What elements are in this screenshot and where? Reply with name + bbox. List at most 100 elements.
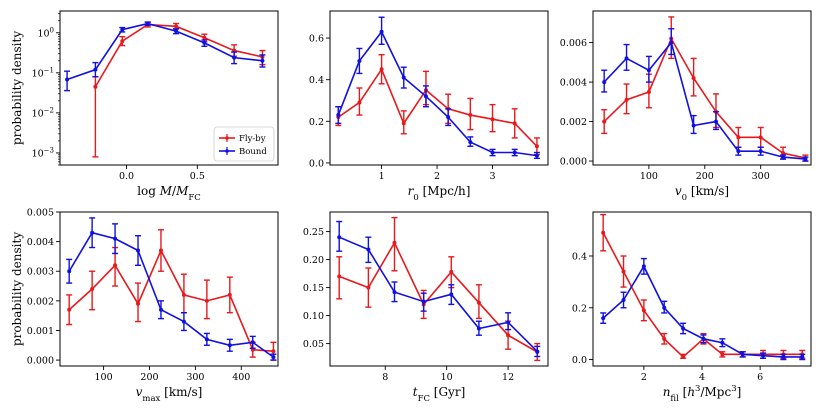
axes-frame (59, 211, 279, 367)
data-point (158, 307, 163, 312)
series-bound (600, 257, 806, 361)
data-point (624, 56, 629, 61)
x-tick-label: 100 (95, 372, 113, 383)
x-tick-label: 300 (186, 372, 204, 383)
data-point (181, 292, 186, 297)
y-tick-label: 0.002 (560, 117, 587, 128)
x-tick-label: 300 (752, 171, 770, 182)
data-point (720, 352, 725, 357)
data-point (781, 151, 786, 156)
panel-6: 2 4 6 0.0 0.2 0.4 nfil [h3/Mpc3] (572, 211, 812, 404)
plot-area (336, 216, 541, 362)
x-tick-label: 100 (640, 171, 658, 182)
data-point (624, 97, 629, 102)
data-point (232, 55, 237, 60)
series-line (338, 236, 538, 353)
data-point (136, 248, 141, 253)
data-point (90, 230, 95, 235)
plot-area (600, 213, 806, 361)
y-tick-label: 0.000 (560, 157, 587, 168)
data-point (740, 352, 745, 357)
panel-4: 100 200 300 400 0.000 0.001 0.002 0.003 0.004 0.0… (10, 208, 279, 404)
data-point (803, 157, 808, 162)
data-point (662, 336, 667, 341)
x-tick-label: 6 (757, 372, 763, 383)
data-point (271, 355, 276, 360)
data-point (90, 287, 95, 291)
x-tick-label: 10 (441, 372, 453, 383)
data-point (392, 240, 397, 245)
data-point (476, 300, 481, 305)
data-point (506, 320, 511, 325)
data-point (449, 269, 454, 274)
data-point (357, 100, 362, 105)
data-point (669, 40, 674, 45)
y-tick-label: 100 (37, 26, 54, 39)
data-point (681, 326, 686, 331)
data-point (271, 349, 276, 354)
plot-area (66, 217, 277, 361)
y-tick-label: 0.006 (560, 38, 587, 49)
data-point (662, 305, 667, 310)
data-point (423, 94, 428, 99)
data-point (113, 236, 118, 241)
data-point (181, 319, 186, 324)
axes-frame (329, 211, 549, 367)
data-point (736, 149, 741, 154)
data-point (202, 35, 207, 40)
data-point (158, 248, 163, 253)
x-tick-label: 0.5 (190, 171, 205, 182)
data-point (202, 40, 207, 45)
x-axis-label: r0 [Mpc/h] (408, 184, 471, 203)
y-tick-label: 0.0 (309, 158, 324, 169)
plot-area (335, 16, 540, 160)
data-point (366, 285, 371, 290)
data-point (781, 155, 786, 160)
axes-frame (59, 10, 279, 166)
data-point (800, 354, 805, 359)
data-point (227, 343, 232, 348)
data-point (337, 235, 342, 240)
data-point (758, 149, 763, 154)
data-point (691, 123, 696, 128)
x-tick-label: 8 (382, 372, 388, 383)
data-point (535, 349, 540, 354)
data-point (646, 68, 651, 73)
x-tick-label: 400 (232, 372, 250, 383)
data-point (392, 290, 397, 295)
data-point (174, 24, 179, 29)
data-point (512, 150, 517, 155)
y-tick-label: 0.003 (27, 267, 54, 278)
series-line (603, 36, 806, 159)
y-tick-label: 0.4 (309, 75, 324, 86)
y-tick-label: 0.0 (572, 355, 587, 366)
data-point (646, 89, 651, 94)
y-tick-label: 0.20 (303, 255, 324, 266)
data-point (691, 76, 696, 81)
x-axis-label: log M/MFC (137, 184, 201, 203)
panel-3: 100 200 300 0.000 0.002 0.004 0.006 v0 [km/s] (560, 10, 812, 203)
data-point (621, 269, 626, 274)
data-point (366, 247, 371, 252)
series-line (337, 30, 538, 157)
legend-marker (225, 136, 229, 140)
data-point (506, 333, 511, 338)
x-axis-label: tFC [Gyr] (413, 385, 466, 404)
data-point (602, 80, 607, 85)
data-point (601, 230, 606, 235)
y-tick-label: 10−3 (32, 146, 54, 159)
data-point (421, 299, 426, 304)
data-point (720, 340, 725, 345)
data-point (681, 354, 686, 359)
y-tick-label: 0.2 (572, 303, 587, 314)
series-flyby (601, 16, 809, 162)
series-line (68, 248, 274, 352)
y-tick-label: 0.004 (560, 78, 587, 89)
legend-box (213, 126, 275, 162)
data-point (701, 336, 706, 341)
plot-area (64, 21, 266, 158)
data-point (67, 269, 72, 274)
y-tick-label: 0.15 (303, 283, 324, 294)
y-tick-label: 0.002 (27, 296, 54, 307)
